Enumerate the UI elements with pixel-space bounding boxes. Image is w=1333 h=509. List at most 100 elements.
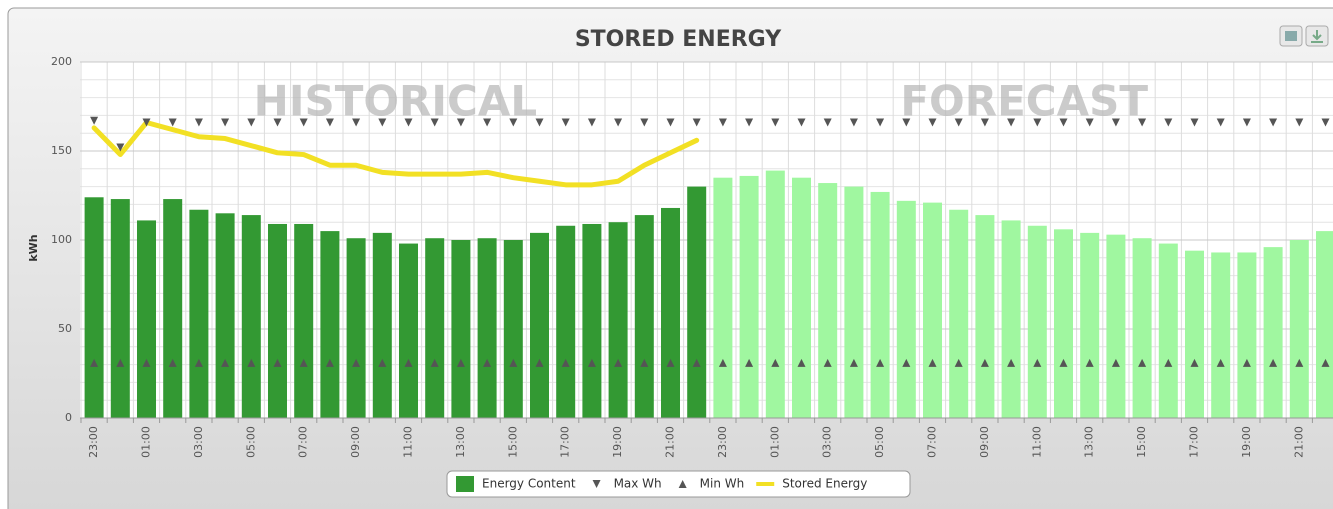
- min-marker: [116, 358, 125, 367]
- chart-title: STORED ENERGY: [575, 27, 782, 52]
- max-marker: [221, 118, 230, 127]
- min-marker: [194, 358, 203, 367]
- min-marker: [509, 358, 518, 367]
- bar: [1132, 238, 1152, 418]
- max-marker: [954, 118, 963, 127]
- max-marker: [325, 118, 334, 127]
- min-marker: [1269, 358, 1278, 367]
- x-tick-label: 11:00: [1030, 426, 1043, 458]
- legend-swatch: [456, 476, 474, 492]
- legend-box: [446, 470, 911, 498]
- legend-swatch: [678, 480, 687, 488]
- bar: [399, 243, 418, 418]
- bar: [1237, 252, 1257, 418]
- legend-label: Stored Energy: [782, 477, 867, 491]
- x-tick-label: 09:00: [349, 426, 362, 458]
- min-marker: [221, 358, 230, 367]
- min-marker: [718, 358, 727, 367]
- bar: [923, 202, 942, 418]
- max-marker: [430, 118, 439, 127]
- min-marker: [90, 358, 99, 367]
- bar: [163, 199, 183, 418]
- bar: [1211, 252, 1231, 418]
- bar: [320, 231, 340, 418]
- bar: [110, 199, 130, 418]
- min-marker: [849, 358, 858, 367]
- max-marker: [352, 118, 361, 127]
- min-marker: [299, 358, 308, 367]
- min-marker: [352, 358, 361, 367]
- min-marker: [1138, 358, 1147, 367]
- x-tick-label: 17:00: [559, 426, 572, 458]
- min-marker: [1295, 358, 1304, 367]
- max-marker: [666, 118, 675, 127]
- min-marker: [1059, 358, 1068, 367]
- min-marker: [666, 358, 675, 367]
- bar: [268, 223, 287, 418]
- bar: [1263, 247, 1283, 418]
- min-marker: [771, 358, 780, 367]
- bar: [1054, 229, 1073, 418]
- min-marker: [928, 358, 937, 367]
- bar: [1316, 231, 1333, 418]
- max-marker: [1085, 118, 1094, 127]
- legend-swatch: [756, 482, 775, 486]
- max-marker: [483, 118, 492, 127]
- x-tick-label: 13:00: [1083, 426, 1096, 458]
- bar: [1289, 240, 1309, 418]
- min-marker: [404, 358, 413, 367]
- x-tick-label: 07:00: [926, 426, 939, 458]
- min-marker: [1007, 358, 1016, 367]
- max-marker: [718, 118, 727, 127]
- min-marker: [692, 358, 701, 367]
- min-marker: [902, 358, 911, 367]
- bar: [294, 223, 314, 418]
- max-marker: [378, 118, 387, 127]
- min-marker: [142, 358, 151, 367]
- min-marker: [797, 358, 806, 367]
- bar: [372, 232, 392, 418]
- max-marker: [1321, 118, 1330, 127]
- max-marker: [1007, 118, 1016, 127]
- max-marker: [1033, 118, 1042, 127]
- x-tick-label: 07:00: [297, 426, 310, 458]
- min-marker: [430, 358, 439, 367]
- max-marker: [928, 118, 937, 127]
- max-marker: [1190, 118, 1199, 127]
- max-marker: [745, 118, 754, 127]
- min-marker: [273, 358, 282, 367]
- max-marker: [797, 118, 806, 127]
- x-tick-label: 01:00: [768, 426, 781, 458]
- legend-label: Energy Content: [482, 477, 576, 491]
- x-tick-label: 21:00: [1292, 426, 1305, 458]
- min-marker: [614, 358, 623, 367]
- x-tick-label: 21:00: [664, 426, 677, 458]
- bar: [215, 213, 235, 418]
- y-tick-label: 150: [51, 144, 72, 157]
- bar: [189, 209, 209, 418]
- min-marker: [456, 358, 465, 367]
- min-marker: [640, 358, 649, 367]
- bar: [844, 186, 864, 418]
- min-marker: [1111, 358, 1120, 367]
- bar: [870, 191, 890, 418]
- x-tick-label: 15:00: [506, 426, 519, 458]
- x-tick-label: 15:00: [1135, 426, 1148, 458]
- min-marker: [1033, 358, 1042, 367]
- bar: [661, 207, 680, 418]
- min-marker: [1190, 358, 1199, 367]
- bar: [896, 200, 916, 418]
- x-tick-label: 09:00: [978, 426, 991, 458]
- bar: [425, 238, 445, 418]
- toolbar[interactable]: [1279, 25, 1329, 47]
- bar: [975, 215, 995, 418]
- bar: [687, 186, 707, 418]
- print-icon: [1285, 31, 1297, 41]
- max-marker: [614, 118, 623, 127]
- max-marker: [1269, 118, 1278, 127]
- y-axis-label: kWh: [27, 234, 40, 261]
- max-marker: [299, 118, 308, 127]
- download-icon: [1311, 30, 1323, 43]
- min-marker: [483, 358, 492, 367]
